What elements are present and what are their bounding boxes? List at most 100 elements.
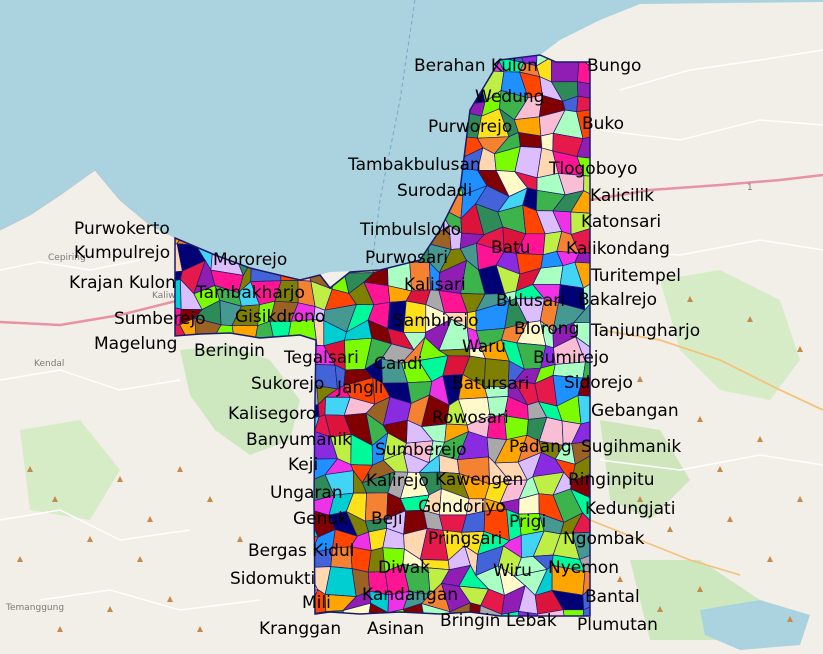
village-polygon[interactable]: [383, 62, 414, 79]
village-polygon[interactable]: [285, 113, 318, 143]
village-label[interactable]: Magelung: [94, 334, 177, 354]
village-polygon[interactable]: [403, 75, 427, 101]
village-polygon[interactable]: [173, 507, 207, 537]
village-polygon[interactable]: [192, 40, 217, 56]
village-polygon[interactable]: [202, 573, 225, 599]
village-label[interactable]: Sugihmanik: [581, 437, 681, 457]
village-polygon[interactable]: [404, 95, 433, 118]
village-label[interactable]: Keji: [288, 455, 318, 475]
village-label[interactable]: Waru: [462, 337, 506, 357]
village-polygon[interactable]: [180, 585, 204, 609]
village-polygon[interactable]: [191, 89, 221, 112]
village-polygon[interactable]: [194, 401, 223, 424]
village-polygon[interactable]: [324, 119, 348, 139]
village-polygon[interactable]: [230, 93, 253, 117]
village-polygon[interactable]: [171, 490, 207, 513]
village-polygon[interactable]: [551, 46, 580, 59]
village-polygon[interactable]: [251, 233, 283, 250]
village-polygon[interactable]: [202, 432, 212, 463]
village-polygon[interactable]: [288, 149, 314, 181]
village-polygon[interactable]: [305, 184, 336, 219]
village-polygon[interactable]: [177, 110, 201, 133]
village-polygon[interactable]: [325, 610, 354, 636]
village-polygon[interactable]: [228, 39, 259, 62]
village-polygon[interactable]: [154, 431, 183, 454]
village-label[interactable]: Bantal: [585, 587, 640, 607]
village-polygon[interactable]: [251, 34, 282, 62]
village-polygon[interactable]: [476, 604, 503, 635]
village-polygon[interactable]: [324, 225, 349, 251]
village-polygon[interactable]: [365, 602, 395, 635]
village-label[interactable]: Padang: [509, 437, 572, 457]
village-label[interactable]: Sumberejo: [114, 309, 206, 329]
village-polygon[interactable]: [345, 53, 375, 84]
village-polygon[interactable]: [369, 99, 394, 115]
village-label[interactable]: Rowosari: [432, 408, 509, 428]
village-polygon[interactable]: [437, 102, 466, 113]
village-polygon[interactable]: [172, 368, 204, 390]
village-polygon[interactable]: [279, 141, 292, 153]
village-polygon[interactable]: [582, 587, 598, 611]
village-polygon[interactable]: [155, 450, 183, 484]
village-polygon[interactable]: [157, 375, 172, 404]
village-polygon[interactable]: [534, 609, 567, 636]
village-polygon[interactable]: [574, 261, 594, 289]
village-polygon[interactable]: [155, 164, 185, 189]
village-polygon[interactable]: [343, 113, 371, 143]
village-label[interactable]: Mili: [302, 593, 331, 613]
village-polygon[interactable]: [228, 147, 258, 171]
village-polygon[interactable]: [344, 33, 377, 56]
village-label[interactable]: Kedungjati: [585, 499, 675, 519]
village-label[interactable]: Bumirejo: [533, 348, 609, 368]
village-polygon[interactable]: [307, 214, 337, 228]
village-polygon[interactable]: [155, 187, 184, 216]
village-polygon[interactable]: [182, 176, 204, 192]
village-polygon[interactable]: [360, 188, 393, 206]
village-polygon[interactable]: [228, 57, 259, 82]
village-polygon[interactable]: [574, 252, 603, 264]
village-label[interactable]: Tlogoboyo: [548, 159, 637, 179]
village-polygon[interactable]: [257, 55, 282, 84]
village-polygon[interactable]: [177, 450, 204, 476]
village-label[interactable]: Sidomukti: [230, 569, 315, 589]
village-polygon[interactable]: [172, 385, 195, 406]
village-polygon[interactable]: [324, 248, 348, 275]
village-label[interactable]: Gebangan: [591, 401, 679, 421]
village-polygon[interactable]: [254, 206, 282, 237]
village-polygon[interactable]: [329, 33, 347, 59]
village-polygon[interactable]: [191, 512, 225, 538]
village-polygon[interactable]: [229, 187, 256, 208]
village-polygon[interactable]: [310, 35, 333, 65]
village-polygon[interactable]: [230, 108, 253, 138]
village-label[interactable]: Kalisari: [404, 275, 466, 295]
village-polygon[interactable]: [275, 34, 294, 60]
village-polygon[interactable]: [324, 55, 352, 84]
village-label[interactable]: Ringinpitu: [568, 470, 655, 490]
village-label[interactable]: Beji: [371, 509, 403, 529]
village-label[interactable]: Wiru: [493, 561, 532, 581]
village-polygon[interactable]: [190, 469, 222, 492]
village-label[interactable]: Batu: [491, 238, 531, 258]
village-polygon[interactable]: [386, 95, 414, 116]
village-polygon[interactable]: [172, 403, 200, 426]
village-label[interactable]: Sambirejo: [393, 311, 478, 331]
village-polygon[interactable]: [179, 212, 202, 234]
village-polygon[interactable]: [209, 434, 241, 461]
village-polygon[interactable]: [214, 130, 240, 161]
village-polygon[interactable]: [381, 35, 415, 67]
village-polygon[interactable]: [570, 223, 604, 254]
village-polygon[interactable]: [211, 226, 237, 245]
village-polygon[interactable]: [248, 454, 283, 477]
village-polygon[interactable]: [288, 206, 316, 228]
village-polygon[interactable]: [210, 585, 238, 615]
village-polygon[interactable]: [438, 602, 471, 635]
village-polygon[interactable]: [234, 584, 260, 618]
village-polygon[interactable]: [582, 569, 602, 597]
village-label[interactable]: Lebak: [506, 611, 557, 631]
village-label[interactable]: Nyemon: [548, 558, 619, 578]
village-label[interactable]: Plumutan: [577, 615, 658, 635]
village-polygon[interactable]: [479, 36, 504, 58]
village-polygon[interactable]: [209, 469, 244, 493]
village-polygon[interactable]: [199, 176, 219, 199]
village-polygon[interactable]: [343, 137, 371, 157]
